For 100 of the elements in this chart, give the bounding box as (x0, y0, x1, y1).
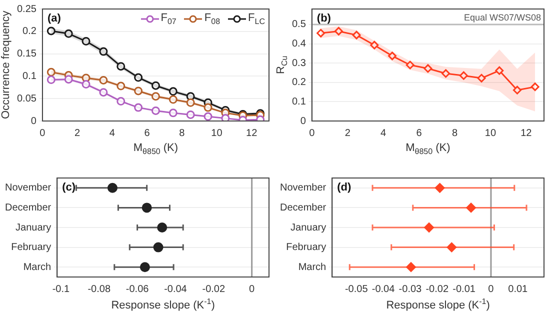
x-axis-title: M$_{θ850}$ (K) (133, 142, 178, 156)
point (442, 69, 450, 78)
x-tick-label: 2 (344, 128, 351, 139)
legend-label: F$_{LC}$ (248, 12, 265, 26)
point (82, 37, 90, 46)
point (495, 66, 504, 75)
x-tick-label: -0.04 (164, 284, 188, 295)
y-tick-label: January (290, 222, 326, 234)
y-tick-label: 0.5 (292, 19, 306, 30)
point (406, 262, 416, 272)
x-tick-label: -0.04 (372, 284, 396, 295)
point (116, 97, 126, 106)
y-tick-label: February (286, 242, 326, 254)
y-tick-label: 0.1 (292, 96, 306, 108)
point (64, 75, 73, 84)
point (530, 82, 540, 92)
point (434, 182, 445, 193)
x-tick-label: -0.06 (126, 284, 150, 295)
x-axis-title: M$_{θ850}$ (K) (406, 142, 450, 156)
point (316, 28, 326, 38)
point (477, 74, 486, 82)
point (204, 103, 212, 112)
point (142, 202, 152, 213)
point (46, 76, 56, 84)
point (424, 222, 434, 232)
x-tick-label: -0.03 (398, 284, 422, 295)
x-tick-label: 4 (380, 128, 387, 139)
point (140, 262, 150, 272)
x-tick-label: 2 (74, 128, 81, 139)
y-tick-label: 0.2 (22, 26, 37, 38)
point (168, 87, 178, 96)
point (151, 106, 160, 115)
point (334, 26, 343, 36)
y-tick-label: January (16, 222, 52, 234)
y-tick-label: December (280, 202, 327, 214)
legend-label: F$_{07}$ (160, 12, 176, 26)
y-tick-label: November (4, 182, 52, 194)
point (99, 88, 108, 97)
y-tick-label: March (23, 262, 52, 273)
point (204, 112, 212, 121)
x-tick-label: 0.01 (508, 284, 528, 295)
x-tick-label: 10 (484, 128, 496, 139)
point (116, 62, 126, 71)
point (151, 81, 160, 90)
point (157, 222, 168, 232)
annotation: (a) (47, 12, 62, 25)
point (221, 114, 230, 121)
annotation: (b) (316, 12, 332, 25)
point (134, 103, 143, 112)
point (352, 30, 361, 40)
y-tick-label: 0.4 (292, 38, 306, 50)
point (134, 73, 143, 82)
x-tick-label: 6 (416, 128, 422, 139)
x-tick-label: -0.1 (52, 284, 70, 295)
point (186, 110, 195, 119)
point (82, 80, 90, 89)
y-tick-label: 0 (300, 116, 306, 127)
x-axis-title: Response slope (K$^{-1}$) (111, 297, 215, 312)
y-tick-label: February (11, 242, 52, 254)
y-axis-title: Occurrence frequency (0, 10, 12, 119)
y-tick-label: November (280, 182, 327, 194)
point (512, 86, 522, 94)
point (64, 29, 73, 38)
x-tick-label: 12 (246, 128, 258, 139)
point (46, 68, 56, 76)
x-tick-label: 4 (109, 128, 116, 139)
x-tick-label: 0 (249, 284, 256, 295)
legend-label: F$_{08}$ (204, 12, 220, 26)
x-tick-label: -0.08 (88, 284, 111, 295)
point (388, 52, 396, 60)
point (168, 95, 178, 104)
point (99, 76, 108, 84)
x-tick-label: 8 (452, 128, 458, 139)
x-tick-label: 12 (520, 128, 532, 139)
y-tick-label: 0.25 (16, 4, 37, 15)
point (466, 202, 476, 213)
y-tick-label: December (4, 202, 52, 214)
point (116, 82, 126, 90)
point (151, 92, 160, 101)
x-tick-label: 10 (211, 128, 223, 139)
x-tick-label: -0.05 (344, 284, 368, 295)
annotation: (c) (62, 182, 76, 194)
x-tick-label: -0.02 (426, 284, 449, 295)
point (134, 86, 143, 96)
point (46, 26, 56, 36)
point (186, 98, 195, 107)
y-tick-label: 0 (30, 116, 37, 127)
point (370, 40, 379, 50)
y-tick-label: March (298, 262, 326, 273)
point (168, 108, 178, 118)
point (424, 64, 432, 73)
y-tick-label: 0.1 (22, 70, 37, 82)
point (459, 71, 468, 80)
x-tick-label: 8 (179, 128, 186, 139)
x-axis-title: Response slope (K$^{-1}$) (386, 297, 490, 312)
x-tick-label: 6 (144, 128, 150, 139)
x-tick-label: 0 (488, 284, 494, 295)
y-tick-label: 0.15 (16, 48, 37, 60)
y-tick-label: 0.2 (292, 77, 306, 88)
annotation: (d) (337, 182, 352, 194)
